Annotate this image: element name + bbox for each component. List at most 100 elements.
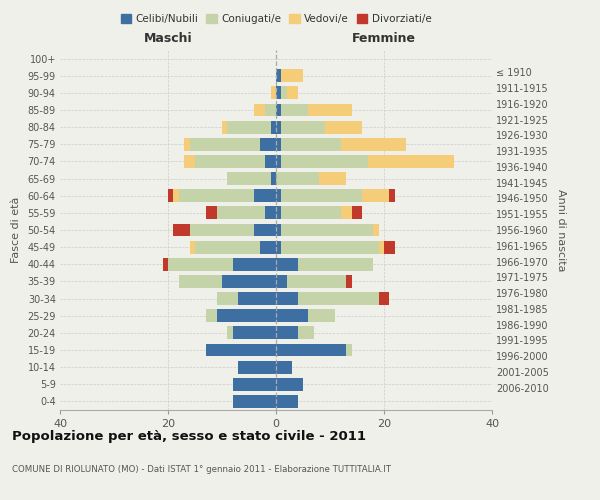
- Bar: [281, 86, 287, 100]
- Bar: [265, 155, 276, 168]
- Bar: [276, 190, 281, 202]
- Bar: [233, 378, 276, 390]
- Bar: [287, 86, 298, 100]
- Bar: [168, 190, 173, 202]
- Bar: [276, 172, 319, 185]
- Bar: [346, 344, 352, 356]
- Text: COMUNE DI RIOLUNATO (MO) - Dati ISTAT 1° gennaio 2011 - Elaborazione TUTTITALIA.: COMUNE DI RIOLUNATO (MO) - Dati ISTAT 1°…: [12, 465, 391, 474]
- Bar: [276, 275, 287, 288]
- Bar: [206, 310, 217, 322]
- Bar: [368, 155, 454, 168]
- Bar: [281, 206, 341, 220]
- Bar: [341, 206, 352, 220]
- Bar: [227, 326, 233, 340]
- Bar: [276, 310, 308, 322]
- Bar: [308, 310, 335, 322]
- Bar: [217, 206, 265, 220]
- Bar: [254, 224, 276, 236]
- Bar: [287, 275, 346, 288]
- Bar: [281, 190, 362, 202]
- Bar: [281, 138, 341, 150]
- Bar: [254, 190, 276, 202]
- Bar: [276, 258, 298, 270]
- Bar: [276, 224, 281, 236]
- Bar: [276, 378, 303, 390]
- Y-axis label: Fasce di età: Fasce di età: [11, 197, 20, 263]
- Bar: [254, 104, 265, 117]
- Bar: [276, 155, 281, 168]
- Bar: [271, 120, 276, 134]
- Bar: [179, 275, 222, 288]
- Bar: [227, 120, 271, 134]
- Bar: [217, 292, 238, 305]
- Bar: [233, 258, 276, 270]
- Bar: [260, 138, 276, 150]
- Bar: [276, 70, 281, 82]
- Bar: [184, 138, 190, 150]
- Bar: [389, 190, 395, 202]
- Bar: [206, 206, 217, 220]
- Bar: [276, 86, 281, 100]
- Bar: [276, 292, 298, 305]
- Bar: [179, 190, 254, 202]
- Bar: [271, 172, 276, 185]
- Bar: [276, 344, 346, 356]
- Bar: [227, 172, 271, 185]
- Bar: [265, 206, 276, 220]
- Bar: [190, 138, 260, 150]
- Bar: [281, 240, 379, 254]
- Y-axis label: Anni di nascita: Anni di nascita: [556, 188, 566, 271]
- Bar: [373, 224, 379, 236]
- Bar: [195, 155, 265, 168]
- Bar: [281, 120, 325, 134]
- Bar: [281, 104, 308, 117]
- Bar: [190, 240, 195, 254]
- Bar: [276, 395, 298, 408]
- Bar: [173, 224, 190, 236]
- Bar: [298, 326, 314, 340]
- Bar: [379, 240, 384, 254]
- Bar: [276, 138, 281, 150]
- Text: Maschi: Maschi: [143, 32, 193, 45]
- Bar: [352, 206, 362, 220]
- Bar: [233, 395, 276, 408]
- Bar: [341, 138, 406, 150]
- Bar: [195, 240, 260, 254]
- Bar: [233, 326, 276, 340]
- Bar: [238, 360, 276, 374]
- Bar: [276, 240, 281, 254]
- Bar: [276, 326, 298, 340]
- Bar: [265, 104, 276, 117]
- Text: Popolazione per età, sesso e stato civile - 2011: Popolazione per età, sesso e stato civil…: [12, 430, 366, 443]
- Bar: [190, 224, 254, 236]
- Bar: [173, 190, 179, 202]
- Bar: [163, 258, 168, 270]
- Bar: [276, 360, 292, 374]
- Bar: [346, 275, 352, 288]
- Bar: [271, 86, 276, 100]
- Bar: [168, 258, 233, 270]
- Bar: [276, 206, 281, 220]
- Bar: [184, 155, 195, 168]
- Bar: [362, 190, 389, 202]
- Legend: Celibi/Nubili, Coniugati/e, Vedovi/e, Divorziati/e: Celibi/Nubili, Coniugati/e, Vedovi/e, Di…: [116, 10, 436, 29]
- Bar: [298, 292, 379, 305]
- Bar: [260, 240, 276, 254]
- Text: Femmine: Femmine: [352, 32, 416, 45]
- Bar: [325, 120, 362, 134]
- Bar: [281, 224, 373, 236]
- Bar: [281, 155, 368, 168]
- Bar: [379, 292, 389, 305]
- Bar: [222, 275, 276, 288]
- Bar: [319, 172, 346, 185]
- Bar: [217, 310, 276, 322]
- Bar: [238, 292, 276, 305]
- Bar: [206, 344, 276, 356]
- Bar: [308, 104, 352, 117]
- Bar: [276, 104, 281, 117]
- Bar: [298, 258, 373, 270]
- Bar: [222, 120, 227, 134]
- Bar: [276, 120, 281, 134]
- Bar: [281, 70, 303, 82]
- Bar: [384, 240, 395, 254]
